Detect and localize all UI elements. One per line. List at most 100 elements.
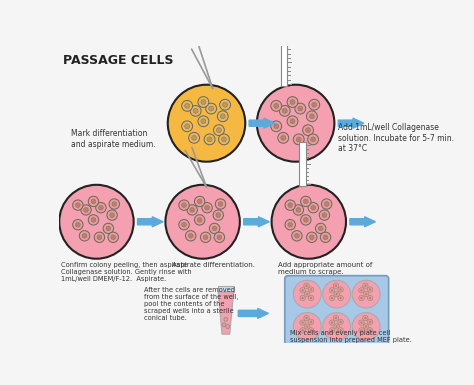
Circle shape [365,325,367,328]
Circle shape [319,210,329,220]
Circle shape [301,196,311,207]
Circle shape [323,235,328,239]
Circle shape [331,321,333,324]
Circle shape [300,328,305,333]
Bar [299,142,306,186]
Circle shape [272,185,346,259]
Circle shape [205,205,210,210]
Circle shape [290,119,295,124]
Circle shape [369,321,371,323]
Circle shape [306,325,309,328]
Circle shape [303,199,308,204]
Circle shape [201,232,211,243]
Circle shape [207,137,212,142]
Circle shape [320,232,331,243]
Circle shape [287,116,298,127]
Circle shape [305,285,308,287]
Circle shape [369,297,371,299]
Circle shape [301,321,304,324]
Circle shape [352,280,380,308]
Circle shape [316,223,326,234]
Circle shape [84,208,88,212]
Circle shape [182,203,186,208]
Circle shape [309,99,319,110]
Circle shape [187,205,197,215]
Circle shape [310,114,314,119]
Circle shape [189,132,200,143]
Circle shape [218,111,228,122]
Circle shape [306,128,310,132]
Circle shape [107,210,117,220]
Circle shape [88,215,99,225]
Circle shape [185,124,190,129]
Circle shape [308,134,319,145]
Circle shape [367,319,373,325]
Circle shape [109,199,119,209]
Circle shape [329,288,335,293]
Circle shape [334,324,339,329]
Circle shape [217,235,222,239]
Circle shape [367,295,373,301]
Circle shape [334,291,339,297]
FancyArrow shape [338,118,364,128]
Circle shape [309,287,314,292]
Circle shape [339,297,342,299]
Circle shape [296,137,301,142]
Circle shape [301,289,304,291]
Circle shape [359,328,364,333]
Circle shape [293,134,304,145]
Circle shape [329,320,335,325]
Circle shape [185,104,190,108]
Circle shape [198,97,209,107]
Circle shape [333,283,338,288]
FancyArrow shape [244,217,269,227]
Text: Add appropriate amount of
medium to scrape.: Add appropriate amount of medium to scra… [278,262,372,275]
Circle shape [108,232,118,243]
Text: PASSAGE CELLS: PASSAGE CELLS [63,54,173,67]
Circle shape [103,223,114,234]
Circle shape [82,233,87,238]
Circle shape [304,324,310,329]
Circle shape [203,235,208,239]
Circle shape [339,329,342,331]
Circle shape [213,125,224,136]
Circle shape [285,219,295,230]
Circle shape [288,223,292,227]
Circle shape [97,235,102,239]
Bar [218,286,234,292]
Circle shape [197,199,202,204]
Circle shape [321,199,332,209]
Circle shape [296,208,301,212]
Circle shape [359,295,364,301]
Circle shape [301,215,311,225]
Circle shape [285,200,295,210]
Circle shape [222,323,226,327]
Circle shape [191,136,197,140]
Circle shape [91,218,96,222]
Circle shape [290,100,295,104]
Circle shape [338,287,343,292]
Text: After the cells are removed
from the surface of the well,
pool the contents of t: After the cells are removed from the sur… [145,287,239,321]
Circle shape [304,291,310,297]
Circle shape [336,293,338,295]
Circle shape [283,109,287,113]
Text: Mix cells and evenly plate cell
suspension into prepared MEF plate.: Mix cells and evenly plate cell suspensi… [290,330,412,343]
Circle shape [293,313,321,340]
Circle shape [369,329,371,331]
Circle shape [216,213,220,218]
Circle shape [197,218,202,222]
Circle shape [364,317,366,319]
Circle shape [226,325,230,328]
Circle shape [367,328,373,333]
Circle shape [323,313,351,340]
Circle shape [329,328,335,333]
Circle shape [301,297,304,299]
Circle shape [190,208,194,212]
Text: Aspirate differentiation.: Aspirate differentiation. [172,262,255,268]
Circle shape [298,106,303,111]
Circle shape [73,200,83,210]
Circle shape [88,196,99,207]
Circle shape [75,223,80,227]
Circle shape [369,288,371,291]
Circle shape [215,199,226,209]
